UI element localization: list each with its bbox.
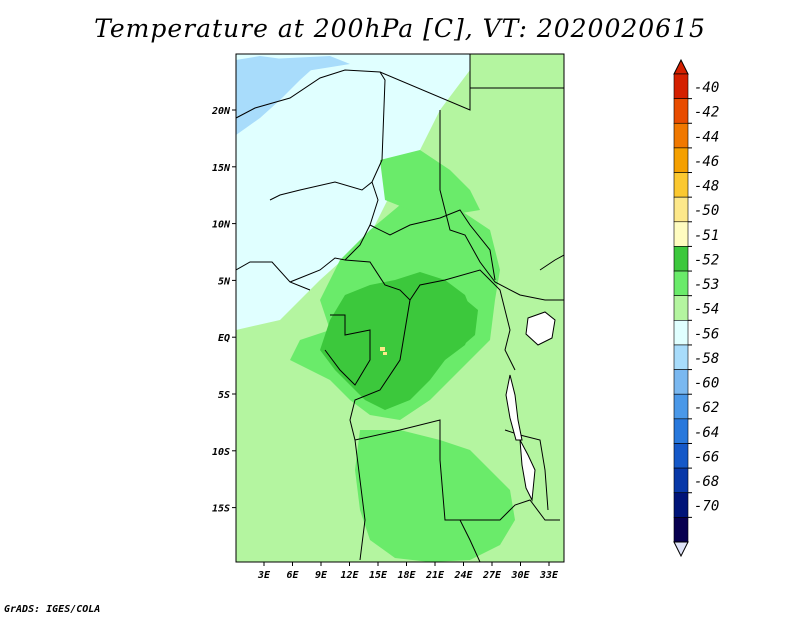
lat-tick-label: EQ: [218, 333, 230, 344]
temperature-field: [236, 54, 564, 562]
colorbar-segment: [673, 295, 689, 321]
lon-tick-label: 12E: [340, 570, 359, 581]
colorbar-label: -40: [694, 80, 719, 96]
colorbar-label: -53: [694, 277, 719, 293]
colorbar-label: -54: [694, 302, 719, 318]
colorbar-label: -50: [694, 203, 719, 219]
colorbar-label: -42: [694, 105, 719, 121]
lat-tick-label: 10N: [212, 220, 231, 231]
lakes: [505, 311, 556, 502]
lon-tick-label: 27E: [482, 570, 502, 581]
lat-tick-label: 15N: [212, 163, 231, 174]
colorbar-label: -62: [694, 400, 719, 416]
colorbar-label: -68: [694, 474, 719, 490]
credit-label: GrADS: IGES/COLA: [4, 604, 101, 615]
colorbar-label: -46: [694, 154, 719, 170]
map-title: Temperature at 200hPa [C], VT: 202002061…: [94, 14, 706, 43]
colorbar-segment: [673, 369, 689, 395]
colorbar-label: -56: [694, 326, 719, 342]
colorbar-segment: [673, 98, 689, 124]
lat-tick-label: 5S: [218, 390, 230, 401]
colorbar-top-arrow: [673, 58, 689, 75]
colorbar-label: -48: [694, 179, 719, 195]
colorbar-segment: [673, 246, 689, 272]
colorbar-label: -58: [694, 351, 719, 367]
colorbar-segment: [673, 221, 689, 247]
longitude-axis: 3E 6E 9E 12E 15E 18E 21E 24E 27E 30E 33E: [257, 562, 559, 581]
colorbar-segment: [673, 320, 689, 346]
colorbar-label: -70: [694, 499, 719, 515]
colorbar-segment: [673, 393, 689, 420]
field-56-54-region: [236, 54, 470, 330]
colorbar-segment: [673, 147, 689, 173]
map-frame: [235, 53, 565, 563]
field-52-51-core: [320, 272, 475, 410]
colorbar-segment: [673, 196, 689, 223]
lat-tick-label: 20N: [211, 106, 231, 117]
latitude-axis: 20N 15N 10N 5N EQ 5S 10S 15S: [211, 106, 236, 515]
field-51-spot: [383, 352, 387, 355]
lon-tick-label: 15E: [369, 570, 388, 581]
field-52-51-east: [440, 295, 478, 348]
lat-tick-label: 5N: [218, 276, 231, 287]
colorbar-bottom-arrow: [673, 541, 689, 558]
colorbar-segment: [673, 492, 689, 518]
colorbar-segment: [673, 122, 689, 149]
lon-tick-label: 30E: [510, 570, 530, 581]
lon-tick-label: 18E: [397, 570, 416, 581]
colorbar-segment: [673, 517, 689, 543]
field-58-56-strip: [250, 56, 350, 72]
field-53-52-north: [380, 150, 480, 215]
lon-tick-label: 21E: [425, 570, 445, 581]
lat-tick-label: 15S: [212, 504, 230, 515]
colorbar-segment: [673, 443, 689, 469]
colorbar-segment: [673, 73, 689, 99]
lon-tick-label: 6E: [286, 570, 299, 581]
colorbar-label: -44: [694, 129, 719, 145]
field-51-spot: [380, 347, 385, 351]
lon-tick-label: 33E: [539, 570, 559, 581]
colorbar: -40 -42 -44 -46 -48 -50 -51 -52 -53 -54 -56 -58 -60 -…: [673, 58, 719, 558]
colorbar-segment: [673, 172, 689, 198]
colorbar-segment: [673, 270, 689, 296]
lat-tick-label: 10S: [212, 447, 230, 458]
field-53-52-south: [355, 430, 515, 562]
colorbar-segment: [673, 418, 689, 444]
colorbar-segment: [673, 344, 689, 370]
field-58-56-region: [236, 56, 320, 135]
colorbar-label: -64: [694, 425, 719, 441]
colorbar-segment: [673, 467, 689, 494]
colorbar-label: -51: [694, 228, 719, 244]
colorbar-label: -66: [694, 449, 719, 465]
colorbar-label: -52: [694, 252, 719, 268]
colorbar-label: -60: [694, 376, 719, 392]
lon-tick-label: 3E: [257, 570, 271, 581]
lon-tick-label: 9E: [315, 570, 328, 581]
lon-tick-label: 24E: [453, 570, 473, 581]
